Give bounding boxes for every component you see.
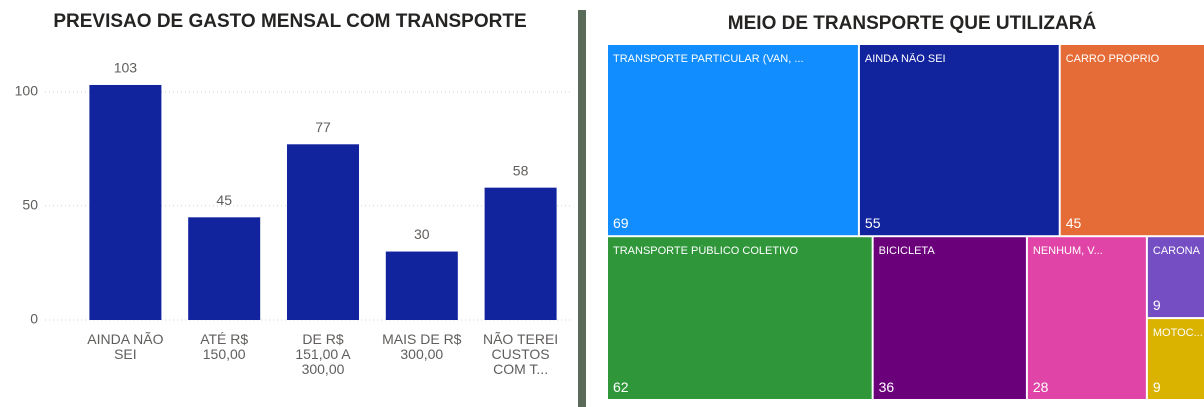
treemap-tile — [859, 45, 1059, 236]
x-tick-label: MAIS DE R$ 300,00 — [382, 331, 462, 362]
tile-value: 36 — [878, 379, 895, 395]
bar — [287, 144, 359, 320]
x-tick-label: ATÉ R$ 150,00 — [200, 331, 249, 362]
treemap-tile — [1060, 45, 1204, 236]
tile-value: 55 — [864, 215, 881, 232]
treemap-tile — [873, 237, 1026, 399]
chart-title: MEIO DE TRANSPORTE QUE UTILIZARÁ — [728, 12, 1097, 34]
chart-title: PREVISAO DE GASTO MENSAL COM TRANSPORTE — [53, 11, 526, 32]
divider — [578, 10, 586, 407]
tile-value: 9 — [1152, 379, 1161, 395]
data-label: 103 — [114, 60, 138, 76]
tile-value: 28 — [1032, 379, 1049, 395]
y-tick-label: 50 — [22, 197, 38, 213]
tile-label: AINDA NÃO SEI — [864, 53, 946, 65]
tile-label: CARRO PRÓPRIO — [1065, 53, 1160, 65]
data-label: 58 — [513, 162, 529, 178]
tile-value: 9 — [1152, 297, 1161, 314]
bar — [484, 187, 557, 320]
tile-value: 45 — [1065, 215, 1082, 232]
treemap-tile — [1027, 237, 1146, 399]
y-tick-label: 0 — [30, 311, 38, 327]
treemap-tile — [608, 45, 858, 236]
tile-value: 62 — [613, 379, 629, 395]
bar — [385, 251, 458, 320]
treemap-tile — [1147, 237, 1204, 318]
tile-label: TRANSPORTE PARTICULAR (VAN, ... — [613, 53, 804, 65]
x-tick-label: DE R$ 151,00 A 300,00 — [295, 331, 351, 377]
x-tick-label: AINDA NÃO SEI — [87, 331, 164, 362]
bar — [188, 217, 261, 320]
data-label: 45 — [216, 192, 232, 208]
y-tick-label: 100 — [15, 83, 39, 99]
tile-label: CARONA — [1152, 245, 1200, 258]
tile-label: TRANSPORTE PÚBLICO COLETIVO — [613, 245, 799, 258]
x-tick-label: NÃO TEREI CUSTOS COM T... — [482, 331, 559, 377]
tile-label: NENHUM, V... — [1032, 245, 1103, 258]
bar — [89, 84, 162, 321]
treemap-tile — [608, 237, 872, 399]
tile-label: BICICLETA — [878, 245, 935, 258]
tile-label: MOTOC... — [1152, 327, 1203, 340]
data-label: 30 — [414, 226, 430, 242]
data-label: 77 — [315, 119, 331, 135]
tile-value: 69 — [613, 215, 629, 232]
treemap-tile — [1147, 319, 1204, 399]
